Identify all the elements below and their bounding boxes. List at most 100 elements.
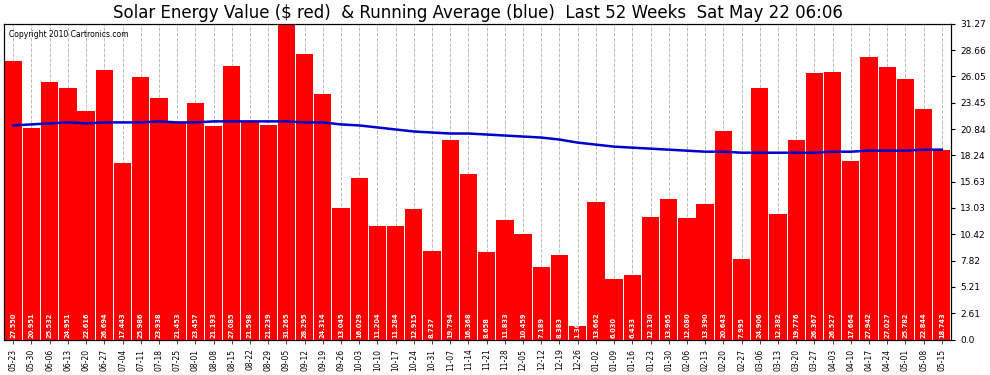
Bar (150, 98, 167, 339)
Bar (624, 274, 641, 339)
Bar (751, 88, 768, 339)
Bar (934, 150, 950, 339)
Bar (41, 82, 58, 339)
Bar (550, 255, 568, 339)
Bar (187, 103, 204, 339)
Text: 8.383: 8.383 (556, 317, 562, 338)
Text: 13.662: 13.662 (593, 312, 599, 338)
Text: 21.193: 21.193 (211, 312, 217, 338)
Text: 20.643: 20.643 (721, 312, 727, 338)
Text: 19.794: 19.794 (447, 312, 453, 338)
Bar (697, 204, 714, 339)
Bar (77, 111, 95, 339)
Bar (897, 79, 914, 339)
Text: 27.942: 27.942 (866, 312, 872, 338)
Bar (660, 198, 677, 339)
Text: 13.390: 13.390 (702, 312, 708, 338)
Text: 27.550: 27.550 (10, 313, 16, 338)
Bar (223, 66, 241, 339)
Bar (259, 125, 277, 339)
Text: 16.029: 16.029 (356, 312, 362, 338)
Text: 16.368: 16.368 (465, 312, 471, 338)
Bar (350, 178, 368, 339)
Text: 11.284: 11.284 (393, 312, 399, 338)
Bar (733, 259, 750, 339)
Text: 25.532: 25.532 (47, 313, 52, 338)
Text: 20.951: 20.951 (29, 312, 35, 338)
Text: 12.915: 12.915 (411, 312, 417, 338)
Text: 28.295: 28.295 (302, 312, 308, 338)
Bar (23, 128, 41, 339)
Text: 23.457: 23.457 (192, 312, 198, 338)
Text: 7.189: 7.189 (539, 317, 545, 338)
Text: 31.265: 31.265 (283, 312, 289, 338)
Text: 8.658: 8.658 (484, 317, 490, 338)
Bar (314, 94, 332, 339)
Bar (824, 72, 842, 339)
Text: 26.694: 26.694 (101, 312, 107, 338)
Bar (278, 24, 295, 339)
Text: 19.776: 19.776 (793, 312, 799, 338)
Text: 13.045: 13.045 (338, 312, 344, 338)
Bar (569, 326, 586, 339)
Bar (333, 208, 349, 339)
Bar (296, 54, 313, 339)
Bar (96, 70, 113, 339)
Bar (587, 202, 605, 339)
Text: 23.938: 23.938 (156, 312, 162, 338)
Text: 26.527: 26.527 (830, 312, 836, 338)
Text: 22.844: 22.844 (921, 312, 927, 338)
Bar (515, 234, 532, 339)
Bar (5, 61, 22, 339)
Bar (806, 73, 823, 339)
Text: 21.453: 21.453 (174, 312, 180, 338)
Bar (168, 123, 186, 339)
Text: 17.443: 17.443 (120, 312, 126, 338)
Text: 1.364: 1.364 (574, 317, 581, 338)
Text: 27.085: 27.085 (229, 312, 235, 338)
Bar (387, 226, 404, 339)
Bar (878, 67, 896, 339)
Text: 7.995: 7.995 (739, 317, 744, 338)
Bar (242, 122, 258, 339)
Bar (842, 161, 859, 339)
Text: 12.080: 12.080 (684, 312, 690, 338)
Text: 13.965: 13.965 (665, 312, 672, 338)
Text: 12.130: 12.130 (647, 312, 653, 338)
Text: 17.664: 17.664 (847, 312, 853, 338)
Text: 26.367: 26.367 (812, 312, 818, 338)
Text: 11.833: 11.833 (502, 312, 508, 338)
Bar (59, 87, 76, 339)
Text: 22.616: 22.616 (83, 312, 89, 338)
Text: 10.459: 10.459 (520, 312, 526, 338)
Text: 25.986: 25.986 (138, 312, 144, 338)
Bar (368, 226, 386, 339)
Text: 25.782: 25.782 (903, 312, 909, 338)
Bar (496, 220, 514, 339)
Bar (533, 267, 549, 339)
Bar (114, 164, 131, 339)
Bar (715, 131, 732, 339)
Bar (860, 57, 878, 339)
Bar (442, 140, 459, 339)
Text: 24.314: 24.314 (320, 312, 326, 338)
Bar (769, 214, 787, 339)
Title: Solar Energy Value ($ red)  & Running Average (blue)  Last 52 Weeks  Sat May 22 : Solar Energy Value ($ red) & Running Ave… (113, 4, 842, 22)
Bar (678, 217, 696, 339)
Bar (478, 252, 495, 339)
Text: 8.737: 8.737 (429, 317, 435, 338)
Bar (787, 140, 805, 339)
Bar (424, 251, 441, 339)
Text: 27.027: 27.027 (884, 312, 890, 338)
Text: 21.239: 21.239 (265, 312, 271, 338)
Bar (642, 217, 659, 339)
Text: 24.906: 24.906 (756, 312, 762, 338)
Text: Copyright 2010 Cartronics.com: Copyright 2010 Cartronics.com (9, 30, 129, 39)
Bar (459, 174, 477, 339)
Text: 6.030: 6.030 (611, 317, 617, 338)
Text: 11.204: 11.204 (374, 312, 380, 338)
Text: 21.598: 21.598 (247, 312, 253, 338)
Bar (915, 109, 933, 339)
Text: 6.433: 6.433 (630, 317, 636, 338)
Text: 24.951: 24.951 (65, 312, 71, 338)
